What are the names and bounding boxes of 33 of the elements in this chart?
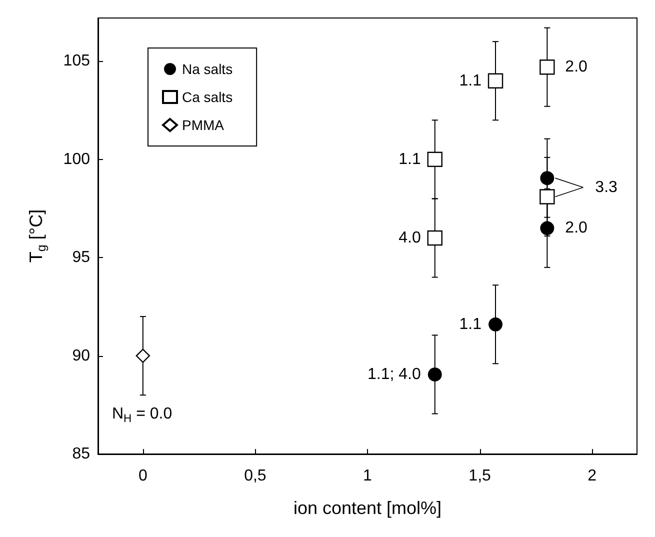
point bbox=[136, 348, 150, 363]
annotation: 1.1 bbox=[459, 72, 482, 90]
point bbox=[488, 317, 503, 332]
point bbox=[540, 189, 555, 204]
legend-label: PMMA bbox=[182, 117, 225, 133]
annotation: 3.3 bbox=[595, 178, 618, 196]
x-tick-label: 1,5 bbox=[468, 468, 492, 484]
y-tick-label: 100 bbox=[63, 150, 90, 168]
legend-label: Na salts bbox=[182, 61, 233, 77]
y-axis-title: Tg [°C] bbox=[26, 209, 48, 263]
annotation: 1.1; 4.0 bbox=[368, 366, 421, 383]
y-tick-label: 95 bbox=[72, 249, 90, 266]
annotation: 2.0 bbox=[565, 58, 588, 76]
point bbox=[427, 152, 442, 168]
y-tick-label: 105 bbox=[63, 52, 90, 70]
point bbox=[540, 60, 555, 75]
x-tick-label: 1 bbox=[363, 468, 372, 484]
annotation: 1.1 bbox=[459, 316, 482, 333]
x-axis-title: ion content [mol%] bbox=[293, 498, 442, 518]
annotation: 1.1 bbox=[398, 150, 421, 168]
legend-label: Ca salts bbox=[182, 89, 233, 105]
point bbox=[488, 73, 504, 88]
y-tick-label: 85 bbox=[72, 446, 90, 462]
y-tick-label: 90 bbox=[72, 347, 90, 364]
point bbox=[540, 171, 554, 186]
x-tick-label: 0 bbox=[138, 468, 148, 484]
x-tick-label: 2 bbox=[588, 468, 597, 484]
x-tick-label: 0,5 bbox=[244, 468, 266, 484]
point bbox=[540, 221, 554, 236]
annotation: 2.0 bbox=[565, 220, 588, 237]
annotation: 4.0 bbox=[398, 229, 421, 246]
point bbox=[428, 367, 442, 382]
point bbox=[427, 230, 442, 246]
